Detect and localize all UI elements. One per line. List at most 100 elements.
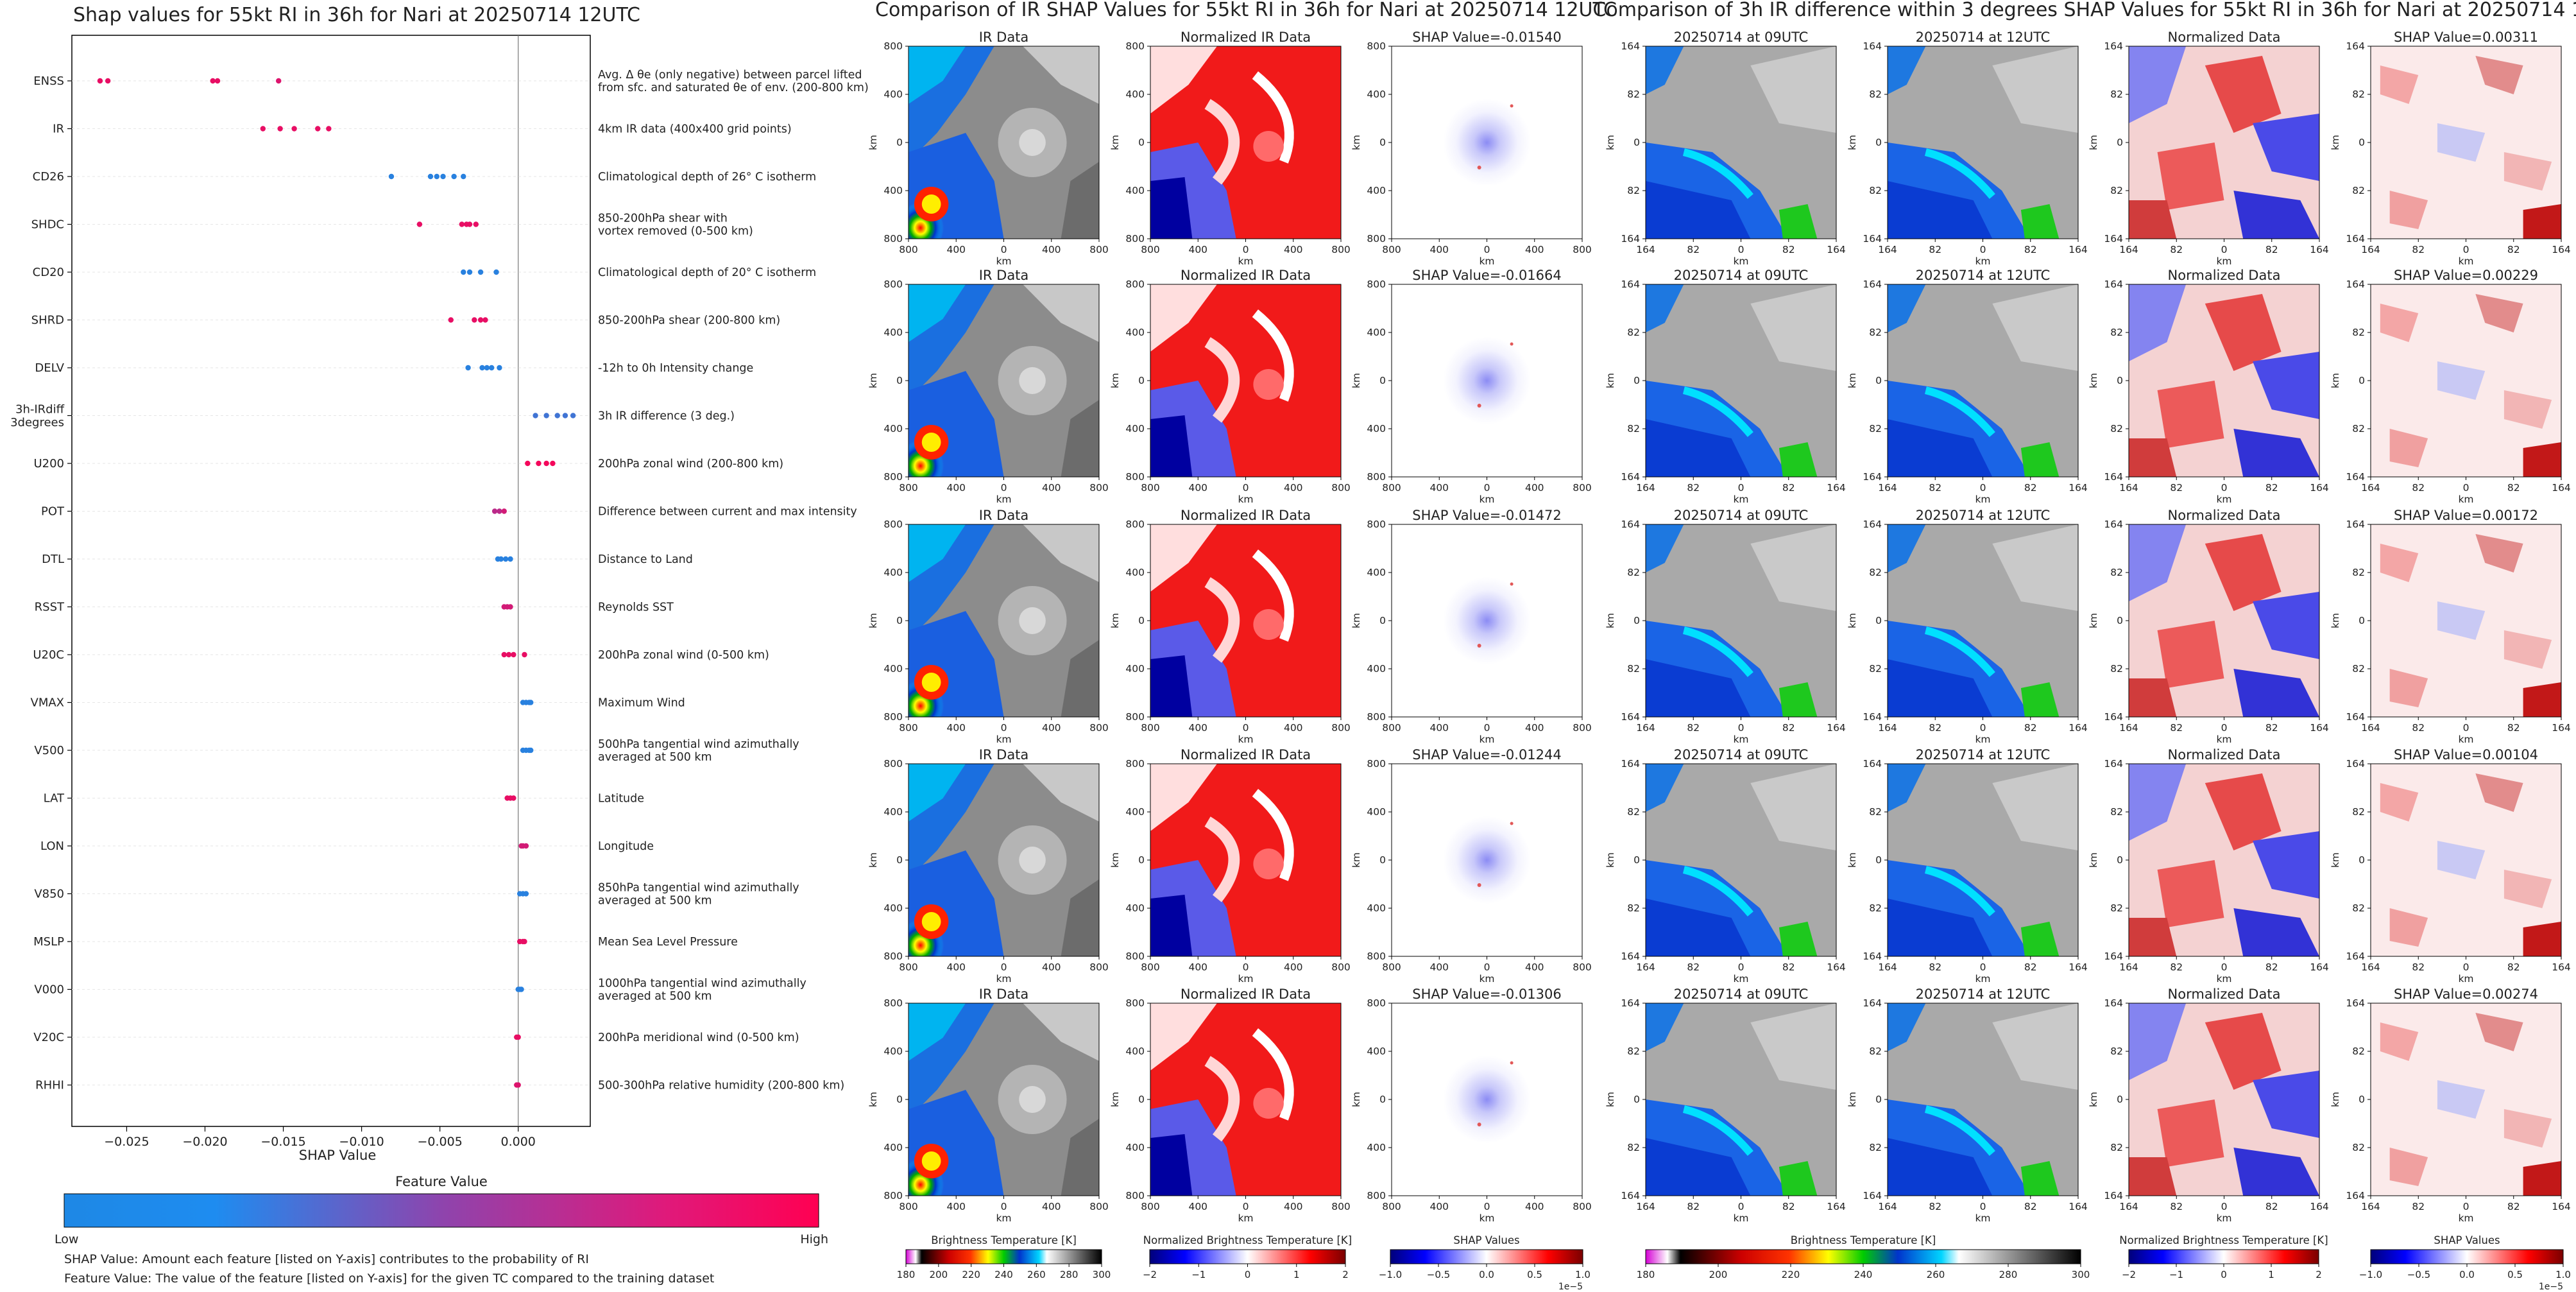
panel-x-tick-label: 82 bbox=[1929, 482, 1941, 494]
shap-core bbox=[1443, 336, 1531, 425]
shap-point bbox=[511, 651, 516, 658]
feature-label: V000 bbox=[34, 983, 64, 997]
shap-point bbox=[511, 795, 516, 801]
panel-x-axis-label: km bbox=[2458, 973, 2473, 985]
ir-data-panel bbox=[908, 1003, 1100, 1196]
shap-positive-speck bbox=[1510, 342, 1514, 346]
panel-x-tick-label: 164 bbox=[2552, 244, 2571, 255]
ir-09utc-panel-title: 20250714 at 09UTC bbox=[1674, 30, 1809, 45]
shap-positive-speck bbox=[1510, 582, 1514, 586]
ir-data-panel-title: IR Data bbox=[979, 986, 1029, 1002]
panel-y-axis-label: km bbox=[2088, 613, 2099, 628]
panel-x-tick-label: 800 bbox=[1089, 1201, 1109, 1212]
ir-12utc-panel-title: 20250714 at 12UTC bbox=[1916, 986, 2051, 1002]
feature-label: LAT bbox=[44, 792, 65, 805]
diff-bt-colorbar-tick-label: 180 bbox=[1637, 1269, 1655, 1280]
panel-y-tick-label: 400 bbox=[883, 185, 903, 196]
x-tick-label: −0.005 bbox=[417, 1135, 462, 1149]
shap-point bbox=[528, 700, 534, 705]
panel-y-tick-label: 0 bbox=[1633, 854, 1640, 866]
panel-y-tick-label: 800 bbox=[883, 233, 903, 245]
shap-point bbox=[260, 126, 266, 132]
panel-x-tick-label: 82 bbox=[1782, 482, 1795, 494]
panel-y-tick-label: 82 bbox=[1627, 1046, 1640, 1057]
panel-y-tick-label: 0 bbox=[2117, 375, 2123, 386]
panel-x-axis-label: km bbox=[996, 255, 1011, 267]
plot-layer: Shap values for 55kt RI in 36h for Nari … bbox=[10, 0, 2576, 1292]
panel-x-tick-label: 164 bbox=[2552, 482, 2571, 494]
panel-y-tick-label: 800 bbox=[883, 471, 903, 483]
shap-positive-speck bbox=[1510, 822, 1514, 825]
ir-shap-colorbar-tick-label: 0.5 bbox=[1527, 1269, 1542, 1280]
panel-x-tick-label: 400 bbox=[1429, 1201, 1449, 1212]
panel-x-tick-label: 0 bbox=[1980, 1201, 1986, 1212]
shap-point bbox=[465, 365, 471, 371]
panel-y-tick-label: 800 bbox=[1367, 519, 1386, 530]
panel-x-tick-label: 400 bbox=[946, 722, 966, 734]
panel-y-axis-label: km bbox=[1605, 852, 1616, 868]
panel-x-tick-label: 800 bbox=[899, 244, 918, 255]
panel-x-tick-label: 400 bbox=[1188, 722, 1207, 734]
panel-x-tick-label: 0 bbox=[1980, 722, 1986, 734]
shap-positive-speck bbox=[1477, 883, 1481, 887]
shap-positive-speck bbox=[1477, 644, 1481, 648]
panel-x-axis-label: km bbox=[1479, 734, 1494, 745]
panel-y-tick-label: 82 bbox=[2110, 1142, 2123, 1153]
panel-y-tick-label: 400 bbox=[1367, 327, 1386, 338]
shap-core bbox=[1443, 576, 1531, 665]
panel-x-tick-label: 82 bbox=[2507, 961, 2520, 973]
panel-x-tick-label: 0 bbox=[1001, 961, 1007, 973]
panel-y-tick-label: 164 bbox=[2346, 233, 2365, 245]
diff-shap-colorbar-tick-label: 0.0 bbox=[2459, 1269, 2475, 1280]
panel-x-tick-label: 0 bbox=[1738, 1201, 1744, 1212]
panel-x-tick-label: 400 bbox=[1042, 722, 1061, 734]
panel-y-tick-label: 0 bbox=[1379, 137, 1386, 148]
shap-point bbox=[522, 651, 527, 658]
normalized-ir-panel bbox=[1150, 1003, 1342, 1196]
panel-x-tick-label: 400 bbox=[1284, 961, 1303, 973]
panel-x-tick-label: 400 bbox=[1525, 1201, 1544, 1212]
shap-positive-speck bbox=[1510, 104, 1514, 108]
panel-y-axis-label: km bbox=[1605, 1092, 1616, 1107]
normalized-ir-colorbar-tick-label: 0 bbox=[1245, 1269, 1251, 1280]
panel-x-tick-label: 400 bbox=[1429, 722, 1449, 734]
shap-positive-speck bbox=[1510, 1061, 1514, 1065]
panel-y-axis-label: km bbox=[1847, 135, 1858, 150]
panel-y-tick-label: 82 bbox=[1627, 185, 1640, 196]
panel-y-tick-label: 800 bbox=[1367, 40, 1386, 52]
shap-point bbox=[472, 317, 477, 323]
panel-y-axis-label: km bbox=[867, 852, 879, 868]
shap-point bbox=[508, 604, 513, 610]
panel-x-tick-label: 800 bbox=[1331, 961, 1351, 973]
panel-y-tick-label: 164 bbox=[1621, 233, 1640, 245]
panel-x-tick-label: 164 bbox=[2119, 961, 2138, 973]
feature-description: 4km IR data (400x400 grid points) bbox=[598, 123, 792, 136]
panel-y-tick-label: 82 bbox=[1627, 567, 1640, 578]
normalized-ir-colorbar-tick-label: −1 bbox=[1191, 1269, 1206, 1280]
panel-x-tick-label: 800 bbox=[1331, 482, 1351, 494]
feature-label: V20C bbox=[33, 1031, 64, 1044]
panel-x-tick-label: 82 bbox=[2024, 482, 2037, 494]
panel-y-tick-label: 164 bbox=[2104, 233, 2123, 245]
panel-x-tick-label: 400 bbox=[1525, 961, 1544, 973]
panel-y-tick-label: 400 bbox=[883, 663, 903, 675]
panel-y-axis-label: km bbox=[1351, 1092, 1362, 1107]
panel-y-tick-label: 82 bbox=[2352, 185, 2365, 196]
panel-y-tick-label: 400 bbox=[1367, 89, 1386, 100]
diff-normalized-colorbar-label: Normalized Brightness Temperature [K] bbox=[2119, 1234, 2328, 1246]
shap-point bbox=[97, 78, 103, 84]
panel-y-tick-label: 82 bbox=[2110, 567, 2123, 578]
panel-y-tick-label: 400 bbox=[1125, 423, 1145, 435]
panel-y-tick-label: 0 bbox=[896, 615, 903, 626]
panel-x-tick-label: 164 bbox=[2552, 1201, 2571, 1212]
diff-shap-panel bbox=[2370, 1003, 2562, 1196]
panel-x-tick-label: 0 bbox=[1484, 244, 1490, 255]
panel-y-tick-label: 0 bbox=[1875, 615, 1882, 626]
panel-x-tick-label: 800 bbox=[1089, 961, 1109, 973]
panel-x-tick-label: 800 bbox=[1141, 722, 1160, 734]
panel-x-tick-label: 164 bbox=[2119, 1201, 2138, 1212]
panel-y-axis-label: km bbox=[867, 373, 879, 388]
panel-y-tick-label: 82 bbox=[1869, 185, 1882, 196]
panel-y-tick-label: 164 bbox=[1863, 233, 1882, 245]
panel-y-tick-label: 164 bbox=[2346, 758, 2365, 770]
